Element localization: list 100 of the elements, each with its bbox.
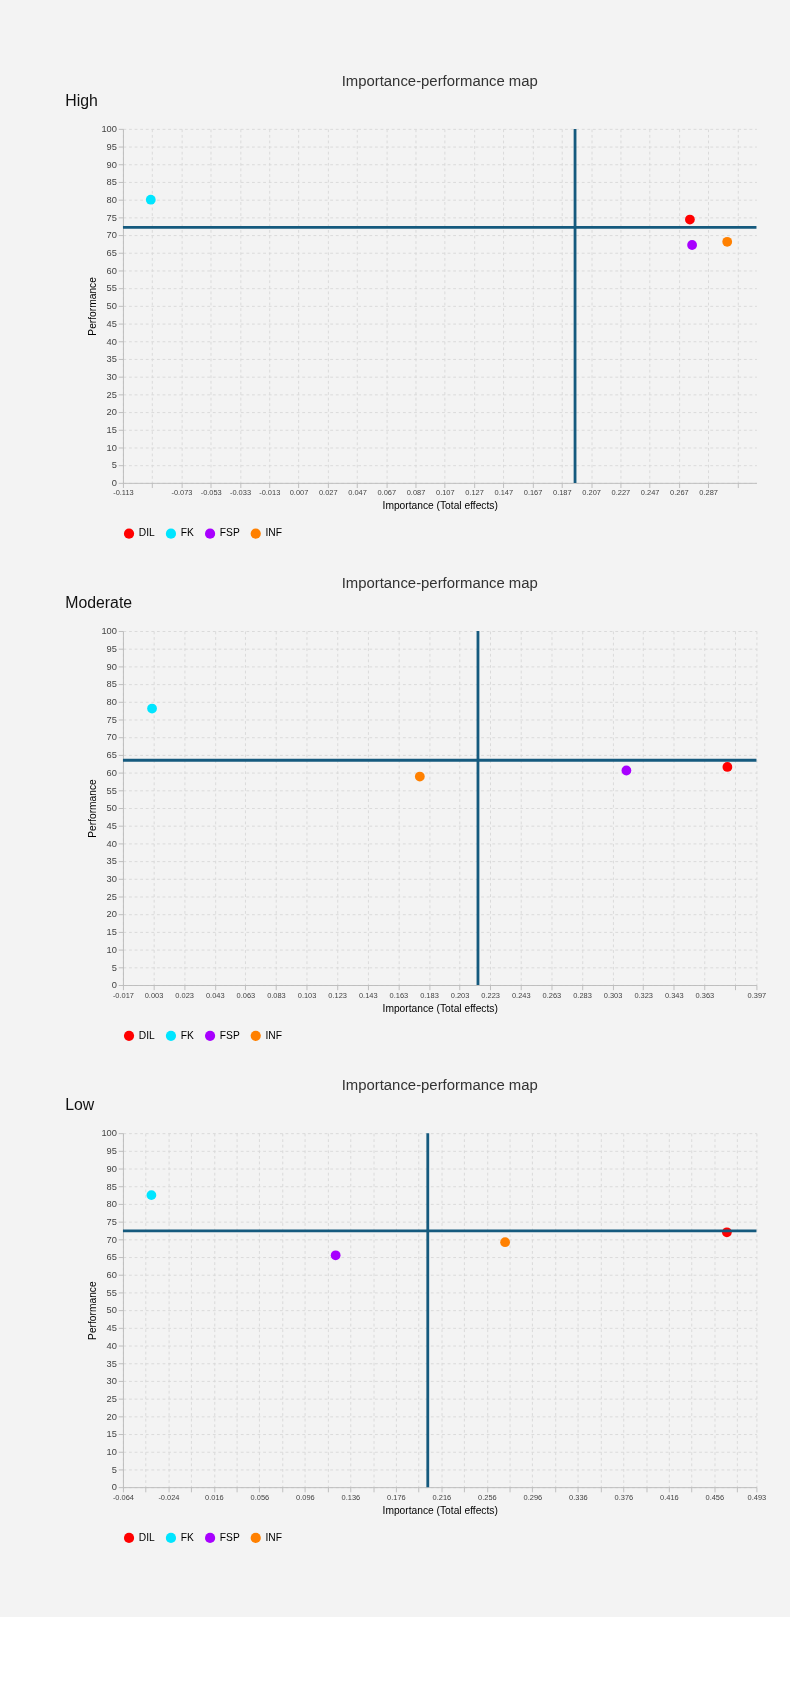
y-tick-label: 70	[106, 1234, 117, 1245]
y-tick-label: 80	[106, 194, 117, 205]
chart-title: Importance-performance map	[341, 575, 538, 592]
legend-label: FK	[180, 1531, 194, 1543]
x-tick-label: 0.147	[494, 488, 514, 498]
x-tick-label: 0.143	[358, 990, 378, 1000]
x-tick-label: 0.136	[341, 1492, 361, 1502]
y-tick-label: 35	[106, 856, 117, 867]
y-tick-label: 95	[106, 1146, 117, 1157]
y-tick-label: 90	[106, 1163, 117, 1174]
y-tick-label: 75	[106, 1216, 117, 1227]
x-tick-label: 0.027	[318, 488, 338, 498]
point	[147, 703, 157, 714]
x-tick-label: 0.397	[747, 990, 767, 1000]
legend-label: DIL	[138, 527, 156, 539]
x-tick-label: 0.096	[296, 1492, 315, 1502]
y-tick-label: 60	[106, 1270, 117, 1281]
y-tick-label: 20	[106, 909, 117, 920]
y-tick-label: 50	[106, 1305, 117, 1316]
y-tick-label: 25	[106, 891, 117, 902]
chart-title: Importance-performance map	[341, 1077, 538, 1094]
legend-label: FK	[180, 1029, 194, 1041]
y-tick-label: 35	[106, 354, 117, 365]
y-tick-label: 40	[106, 1340, 117, 1351]
x-tick-label: 0.016	[205, 1492, 224, 1502]
text: Low	[65, 1095, 95, 1113]
point	[722, 236, 733, 247]
y-tick-label: 80	[106, 697, 117, 708]
x-tick-label: 0.083	[267, 990, 286, 1000]
x-tick-label: 0.416	[660, 1492, 679, 1502]
y-tick-label: 15	[106, 927, 117, 938]
y-axis-title: Performance	[86, 1281, 98, 1340]
x-tick-label: 0.456	[705, 1492, 725, 1502]
legend-label: DIL	[138, 1029, 156, 1041]
y-tick-label: 45	[106, 1323, 117, 1334]
x-tick-label: 0.067	[377, 488, 397, 498]
x-tick-label: 0.056	[250, 1492, 270, 1502]
y-tick-label: 5	[111, 962, 117, 973]
y-tick-label: 75	[106, 212, 117, 223]
x-tick-label: 0.207	[582, 488, 601, 498]
y-tick-label: 85	[106, 177, 117, 188]
y-tick-label: 5	[111, 460, 117, 471]
x-tick-label: 0.323	[634, 990, 654, 1000]
y-axis-title: Performance	[86, 276, 98, 336]
y-tick-label: 0	[111, 980, 117, 991]
y-tick-label: 45	[106, 318, 117, 329]
y-tick-label: 15	[106, 1429, 117, 1440]
x-tick-label: 0.047	[348, 488, 367, 498]
y-tick-label: 35	[106, 1358, 117, 1369]
x-tick-label: -0.073	[171, 488, 193, 498]
y-tick-label: 20	[106, 1411, 117, 1422]
y-tick-label: 60	[106, 767, 117, 778]
x-tick-label: 0.336	[569, 1492, 588, 1502]
y-tick-label: 80	[106, 1199, 117, 1210]
y-tick-label: 5	[111, 1464, 117, 1475]
y-tick-label: 10	[106, 442, 117, 453]
x-tick-label: 0.343	[664, 990, 684, 1000]
x-tick-label: -0.053	[200, 488, 222, 498]
x-tick-label: 0.263	[542, 990, 562, 1000]
y-tick-label: 10	[106, 1447, 117, 1458]
point	[621, 765, 632, 776]
legend-label: FSP	[219, 1531, 240, 1543]
x-axis-title: Importance (Total effects)	[382, 1504, 498, 1516]
y-tick-label: 10	[106, 944, 117, 955]
point	[146, 1190, 157, 1200]
y-tick-label: 90	[106, 661, 117, 672]
y-tick-label: 65	[106, 1252, 117, 1263]
point	[685, 214, 695, 225]
legend-label: FK	[180, 527, 194, 539]
y-tick-label: 100	[101, 1128, 117, 1139]
y-tick-label: 75	[106, 714, 117, 725]
y-tick-label: 40	[106, 336, 117, 347]
y-tick-label: 100	[101, 626, 117, 637]
y-tick-label: 30	[106, 371, 117, 382]
x-tick-label: 0.003	[144, 990, 164, 1000]
x-tick-label: 0.127	[465, 488, 484, 498]
legend-label: FSP	[219, 1029, 240, 1041]
point	[687, 240, 697, 250]
x-tick-label: -0.017	[112, 990, 134, 1000]
text: High	[65, 91, 98, 109]
x-tick-label: 0.176	[387, 1492, 406, 1502]
y-tick-label: 50	[106, 803, 117, 814]
y-tick-label: 85	[106, 679, 117, 690]
legend-label: FSP	[219, 527, 240, 539]
y-tick-label: 95	[106, 141, 117, 152]
x-tick-label: 0.287	[699, 488, 718, 498]
y-tick-label: 45	[106, 821, 117, 831]
x-tick-label: 0.087	[406, 488, 426, 498]
y-tick-label: 70	[106, 230, 117, 241]
x-tick-label: 0.216	[432, 1492, 452, 1502]
point	[414, 771, 425, 782]
x-tick-label: 0.163	[389, 990, 409, 1000]
y-tick-label: 70	[106, 732, 117, 743]
y-tick-label: 90	[106, 159, 117, 170]
y-tick-label: 55	[106, 1287, 117, 1298]
x-tick-label: 0.256	[478, 1492, 497, 1502]
point	[330, 1250, 341, 1261]
text: Moderate	[65, 593, 133, 611]
x-tick-label: 0.203	[450, 990, 470, 1000]
x-tick-label: -0.113	[113, 488, 134, 498]
